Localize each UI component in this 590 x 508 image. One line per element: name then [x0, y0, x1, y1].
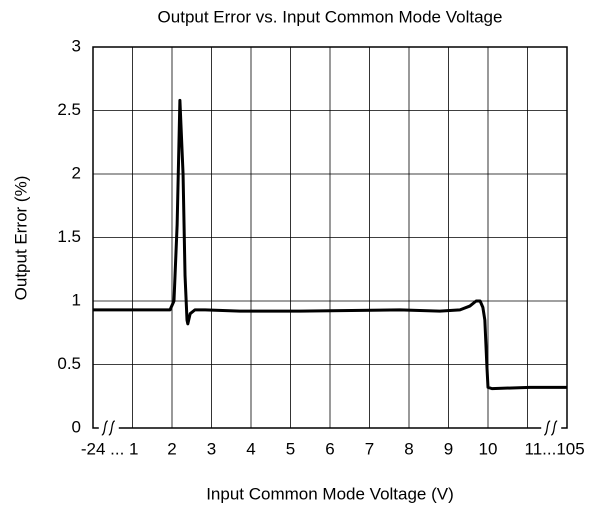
y-tick-label: 1.5 — [57, 227, 81, 246]
y-tick-label: 0.5 — [57, 354, 81, 373]
data-line — [93, 98, 567, 391]
x-tick-label: 2 — [167, 439, 176, 458]
y-tick-label: 2 — [72, 163, 81, 182]
x-tick-label: 11...105 — [525, 439, 585, 458]
plot-frame — [92, 46, 568, 429]
y-tick-label: 0 — [72, 417, 81, 436]
y-tick-label: 3 — [72, 36, 81, 55]
y-axis-label: Output Error (%) — [11, 176, 30, 301]
x-tick-label: 6 — [325, 439, 334, 458]
axis-break — [101, 420, 109, 436]
x-tick-label: 10 — [479, 439, 498, 458]
x-tick-label: 4 — [246, 439, 255, 458]
axis-break-gap — [98, 425, 119, 431]
chart-title: Output Error vs. Input Common Mode Volta… — [158, 7, 503, 26]
x-tick-label: 8 — [404, 439, 413, 458]
x-tick-label: 3 — [207, 439, 216, 458]
axis-break-gap — [541, 425, 562, 431]
y-tick-label: 2.5 — [57, 100, 81, 119]
axis-break — [543, 420, 551, 436]
x-tick-label: 9 — [444, 439, 453, 458]
x-tick-label: 5 — [286, 439, 295, 458]
x-axis-label: Input Common Mode Voltage (V) — [206, 484, 454, 503]
y-tick-label: 1 — [72, 290, 81, 309]
x-tick-label: 7 — [365, 439, 374, 458]
axis-break — [550, 420, 558, 436]
axis-break — [108, 420, 116, 436]
x-tick-label: -24 ... 1 — [81, 439, 139, 458]
